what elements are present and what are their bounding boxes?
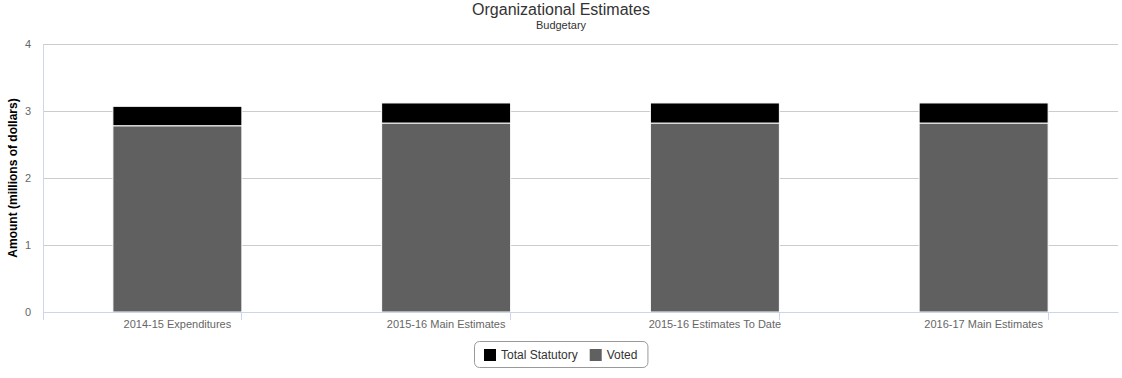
bar [113, 126, 242, 312]
bar [650, 103, 779, 123]
x-tick-label: 2015-16 Estimates To Date [649, 318, 781, 330]
x-separator [510, 312, 511, 320]
bar [382, 103, 511, 123]
x-tick: 2015-16 Estimates To Date [649, 312, 781, 330]
x-axis-line [44, 312, 1119, 313]
x-separator [779, 312, 780, 320]
bar [919, 103, 1048, 123]
bar [113, 106, 242, 125]
bars [113, 103, 1048, 312]
grid [43, 44, 1118, 312]
title: Organizational Estimates [472, 1, 650, 18]
bar [919, 123, 1048, 312]
x-tick: 2016-17 Main Estimates [924, 312, 1043, 330]
x-tick: 2015-16 Main Estimates [387, 312, 506, 330]
chart: Organizational EstimatesBudgetary 0 1 2 3 4 Am… [0, 0, 1122, 378]
y-tick: 4 [25, 38, 43, 50]
x-separator [241, 312, 242, 320]
x-tick-label: 2014-15 Expenditures [124, 318, 232, 330]
y-axis: 0 1 2 3 4 [25, 38, 44, 318]
x-tick: 2014-15 Expenditures [124, 312, 232, 330]
y-tick-label: 1 [25, 239, 31, 251]
y-tick-label: 3 [25, 105, 31, 117]
legend-swatch [484, 349, 496, 361]
grid-line [43, 44, 1118, 45]
bar [650, 123, 779, 312]
legend-label: Voted [607, 348, 638, 362]
bar [382, 123, 511, 312]
subtitle: Budgetary [536, 19, 587, 31]
y-tick-label: 2 [25, 172, 31, 184]
x-tick-label: 2016-17 Main Estimates [924, 318, 1043, 330]
y-tick: 1 [25, 239, 43, 251]
legend: Total Statutory Voted [475, 342, 648, 368]
legend-swatch [590, 349, 602, 361]
y-tick-label: 0 [25, 306, 31, 318]
y-axis-title: Amount (millions of dollars) [6, 98, 20, 257]
legend-label: Total Statutory [501, 348, 578, 362]
y-tick: 0 [25, 306, 43, 318]
x-separator [1048, 312, 1049, 320]
x-separator [43, 312, 44, 320]
x-tick-label: 2015-16 Main Estimates [387, 318, 506, 330]
y-tick: 2 [25, 172, 43, 184]
y-tick: 3 [25, 105, 43, 117]
legend-box [475, 342, 648, 368]
y-tick-label: 4 [25, 38, 31, 50]
y-axis-line [43, 45, 44, 313]
x-axis: 2014-15 Expenditures 2015-16 Main Estimat… [44, 312, 1119, 330]
